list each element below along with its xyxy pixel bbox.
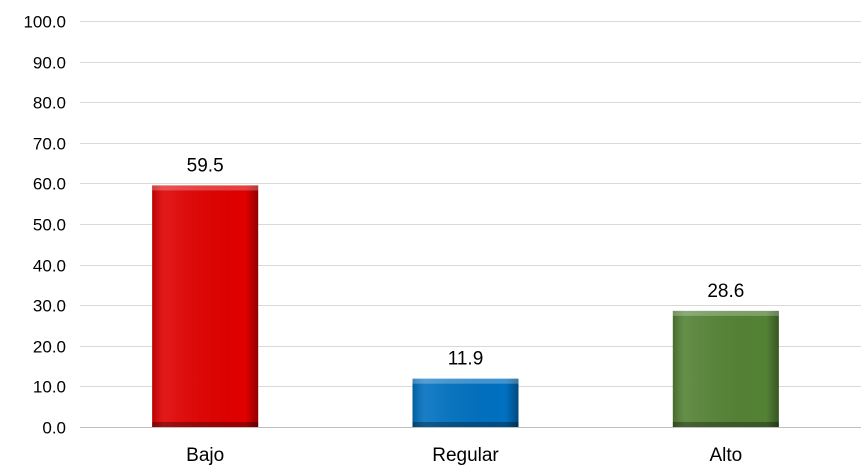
data-label-alto: 28.6 — [707, 281, 744, 302]
y-tick-label: 40.0 — [33, 257, 66, 276]
y-tick-label: 100.0 — [23, 13, 66, 32]
bar-bajo — [152, 185, 259, 427]
y-tick-label: 30.0 — [33, 297, 66, 316]
bar-top-highlight — [152, 185, 259, 191]
y-tick-label: 70.0 — [33, 135, 66, 154]
bars — [152, 185, 779, 427]
category-label-alto: Alto — [709, 445, 742, 466]
y-tick-label: 10.0 — [33, 378, 66, 397]
bar-top-highlight — [412, 378, 519, 384]
y-tick-label: 20.0 — [33, 338, 66, 357]
y-tick-label: 0.0 — [42, 419, 66, 438]
y-tick-label: 60.0 — [33, 175, 66, 194]
y-tick-label: 50.0 — [33, 216, 66, 235]
bar-bottom-shade — [412, 422, 519, 427]
bar-bottom-shade — [152, 422, 259, 427]
bar-alto — [672, 310, 779, 427]
data-label-bajo: 59.5 — [187, 155, 224, 176]
y-tick-label: 90.0 — [33, 54, 66, 73]
data-labels: 59.5 11.9 28.6 — [187, 155, 745, 369]
bar-bottom-shade — [672, 422, 779, 427]
bar-bevel — [672, 310, 779, 427]
y-tick-label: 80.0 — [33, 94, 66, 113]
bar-bevel — [152, 185, 259, 427]
bar-regular — [412, 378, 519, 427]
category-label-bajo: Bajo — [186, 445, 224, 466]
y-axis-tick-labels: 0.0 10.0 20.0 30.0 40.0 50.0 60.0 70.0 80.0 90.0 1… — [23, 13, 66, 438]
category-label-regular: Regular — [432, 445, 499, 466]
x-axis-category-labels: Bajo Regular Alto — [186, 445, 742, 466]
bar-top-highlight — [672, 310, 779, 316]
data-label-regular: 11.9 — [448, 349, 484, 370]
bar-bevel — [412, 378, 519, 427]
